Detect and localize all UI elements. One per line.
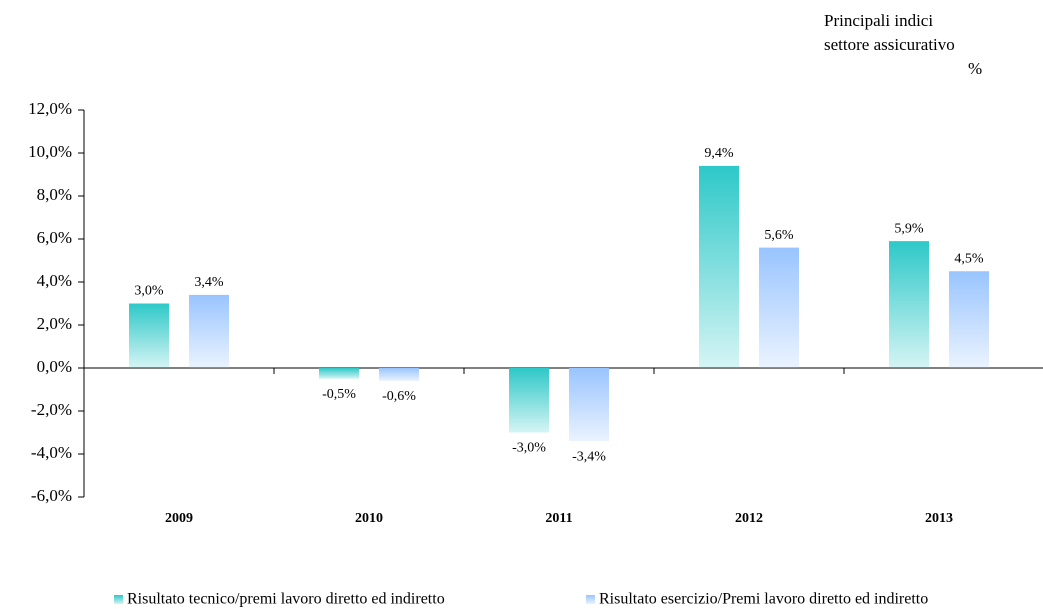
- bar: [319, 368, 359, 379]
- y-tick-label: -4,0%: [31, 443, 72, 462]
- bar: [889, 241, 929, 368]
- bar: [509, 368, 549, 433]
- data-label: -0,6%: [382, 389, 416, 404]
- chart-title-line: settore assicurativo: [824, 35, 955, 54]
- data-label: 4,5%: [954, 251, 984, 266]
- x-tick-label: 2011: [545, 511, 572, 526]
- bar: [759, 247, 799, 368]
- data-label: 3,0%: [134, 284, 164, 299]
- legend-label: Risultato esercizio/Premi lavoro diretto…: [599, 591, 928, 608]
- x-tick-label: 2012: [735, 511, 763, 526]
- y-tick-label: -6,0%: [31, 486, 72, 505]
- chart-title-line: Principali indici: [824, 11, 933, 30]
- data-label: 5,6%: [764, 228, 794, 243]
- y-tick-label: 6,0%: [37, 228, 72, 247]
- y-tick-label: 2,0%: [37, 314, 72, 333]
- data-label: 5,9%: [894, 221, 924, 236]
- data-label: -3,4%: [572, 449, 606, 464]
- bar: [569, 368, 609, 442]
- legend-swatch: [114, 595, 123, 604]
- x-tick-label: 2009: [165, 511, 193, 526]
- x-tick-label: 2013: [925, 511, 953, 526]
- y-tick-label: 10,0%: [28, 142, 72, 161]
- y-tick-label: 0,0%: [37, 357, 72, 376]
- data-label: 9,4%: [704, 146, 734, 161]
- y-tick-label: -2,0%: [31, 400, 72, 419]
- bar: [949, 271, 989, 368]
- bar: [379, 368, 419, 381]
- bar: [189, 294, 229, 368]
- y-tick-label: 8,0%: [37, 185, 72, 204]
- data-label: 3,4%: [194, 275, 224, 290]
- bar: [699, 165, 739, 368]
- x-tick-label: 2010: [355, 511, 383, 526]
- y-tick-label: 12,0%: [28, 99, 72, 118]
- legend-label: Risultato tecnico/premi lavoro diretto e…: [127, 591, 445, 608]
- legend-swatch: [586, 595, 595, 604]
- bar: [129, 303, 169, 368]
- data-label: -0,5%: [322, 387, 356, 402]
- y-tick-label: 4,0%: [37, 271, 72, 290]
- chart-unit: %: [968, 59, 982, 78]
- data-label: -3,0%: [512, 441, 546, 456]
